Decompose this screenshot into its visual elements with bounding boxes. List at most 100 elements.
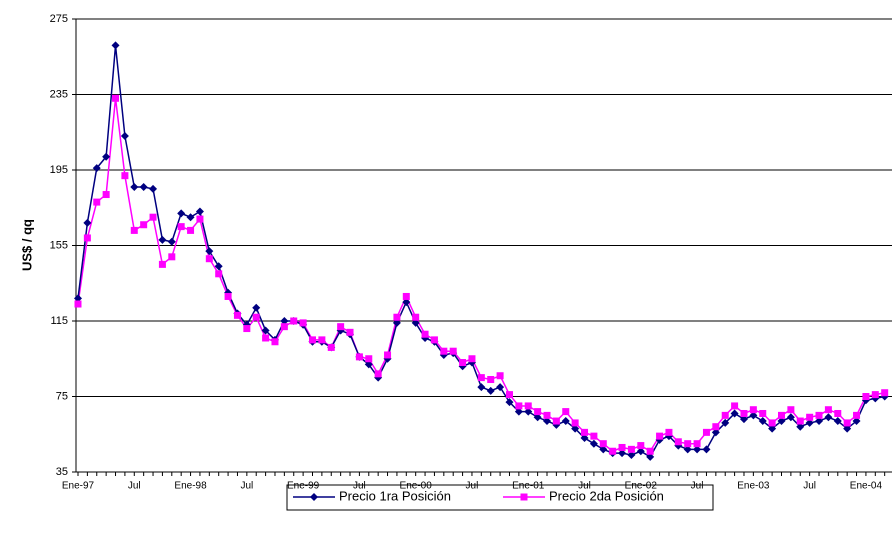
data-point [205,255,213,263]
data-point [402,298,411,307]
y-tick-label: 115 [50,315,68,327]
data-point [384,351,392,359]
data-point [505,391,513,399]
data-point [364,360,373,369]
data-point [261,326,270,335]
data-point [290,317,298,325]
data-point [806,413,814,421]
y-tick-label: 235 [50,88,68,100]
x-tick-label: Ene-99 [287,481,320,492]
data-point [693,445,702,454]
data-point [365,355,373,363]
data-point [618,443,626,451]
data-point [92,164,101,173]
data-point [514,407,523,416]
data-point [684,440,692,448]
data-point [224,292,232,300]
data-point [120,132,129,141]
data-point [627,451,636,460]
data-point [533,413,542,422]
series-line [77,98,885,453]
y-tick-label: 275 [50,13,68,25]
data-point [562,408,570,416]
data-point [524,402,532,410]
data-point [102,191,110,199]
data-point [777,417,786,426]
data-point [815,411,823,419]
data-point [83,218,92,227]
data-point [646,447,654,455]
data-point [355,353,363,361]
data-point [674,438,682,446]
data-point [74,294,82,303]
data-point [759,409,767,417]
data-point [158,235,167,244]
data-point [392,318,401,327]
data-point [534,408,542,416]
x-tick-label: Ene-01 [512,481,545,492]
data-point [337,323,345,331]
data-point [112,94,120,102]
data-point [571,419,579,427]
data-point [262,334,270,342]
data-point [186,213,195,222]
x-tick-label: Jul [578,481,591,492]
data-point [768,424,777,433]
data-point [683,445,692,454]
data-point [327,343,335,351]
data-point [853,411,861,419]
data-point [168,253,176,261]
data-point [187,226,195,234]
data-point [815,417,824,426]
data-point [590,432,598,440]
legend-marker [310,493,318,501]
y-tick-label: 155 [50,239,68,251]
data-point [149,213,157,221]
data-point [477,383,486,392]
data-point [627,445,635,453]
x-tick-label: Jul [240,481,253,492]
data-point [299,319,307,327]
legend-box [286,484,714,511]
legend-marker [520,493,528,501]
data-point [233,311,241,319]
data-point [271,338,279,346]
data-point [309,336,316,344]
data-point [852,417,861,426]
data-point [796,422,805,431]
legend-label: Precio 2da Posición [549,488,664,503]
data-point [693,440,701,448]
legend-label: Precio 1ra Posición [339,488,451,503]
x-tick-label: Jul [128,481,141,492]
x-tick-label: Ene-04 [850,481,883,492]
data-point [280,323,288,331]
data-point [195,207,204,216]
data-point [721,411,729,419]
data-point [599,440,607,448]
x-tick-label: Jul [803,481,816,492]
data-point [468,355,476,363]
data-point [581,428,589,436]
data-point [768,419,776,427]
data-point [739,415,748,424]
data-point [618,449,627,458]
data-point [102,152,111,161]
data-point [205,247,214,256]
data-point [93,198,101,206]
data-point [543,411,551,419]
data-point [599,445,608,454]
data-point [111,41,120,50]
data-point [787,406,795,414]
data-point [796,417,804,425]
data-point [580,434,589,443]
data-point [121,172,129,180]
data-point [449,347,457,355]
data-point [524,407,533,416]
data-point [346,328,354,336]
data-point [833,417,842,426]
data-point [393,313,401,321]
data-point [214,262,223,271]
data-point [177,209,186,218]
data-point [402,292,410,300]
data-point [871,391,879,399]
